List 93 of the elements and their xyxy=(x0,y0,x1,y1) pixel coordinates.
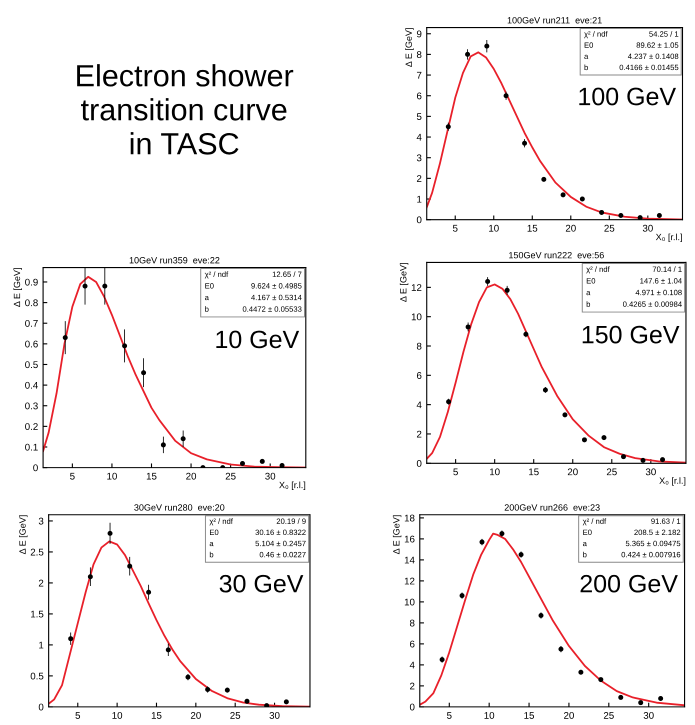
y-tick-label: 4 xyxy=(416,401,422,408)
x-tick-label: 20 xyxy=(190,712,201,719)
y-tick-label: 2.5 xyxy=(30,548,44,556)
y-tick-label: 2 xyxy=(38,580,44,586)
y-tick-label: 10 xyxy=(404,598,415,606)
y-axis-title: Δ E [GeV] xyxy=(392,515,402,554)
x-tick-label: 5 xyxy=(446,712,452,719)
y-tick-label: 9 xyxy=(416,30,422,38)
y-tick-label: 0 xyxy=(410,704,415,710)
chart-title: 30GeV run280 eve:20 xyxy=(134,504,224,511)
y-tick-label: 0.8 xyxy=(25,299,38,306)
x-tick-label: 10 xyxy=(490,468,500,476)
x-tick-label: 25 xyxy=(226,472,236,480)
x-tick-label: 15 xyxy=(152,712,162,719)
x-tick-label: 20 xyxy=(568,468,578,476)
x-tick-label: 10 xyxy=(484,712,494,719)
y-tick-label: 0 xyxy=(416,216,422,224)
x-tick-label: 25 xyxy=(606,468,617,476)
x-tick-label: 5 xyxy=(453,468,458,476)
x-tick-label: 5 xyxy=(75,712,80,719)
y-tick-label: 8 xyxy=(416,51,422,58)
y-tick-label: 0.4 xyxy=(25,382,38,389)
y-tick-label: 7 xyxy=(416,72,422,79)
y-tick-label: 16 xyxy=(404,536,414,543)
y-tick-label: 12 xyxy=(404,578,414,584)
text: Electron shower transition curve in TASC xyxy=(77,64,294,155)
x-axis-title: X₀ [r.l.] xyxy=(659,477,686,486)
chart-title: 200GeV run266 eve:23 xyxy=(504,504,600,511)
chart-title: 150GeV run222 eve:56 xyxy=(509,252,604,258)
x-tick-label: 20 xyxy=(566,224,576,232)
y-tick-label: 3 xyxy=(416,154,422,162)
y-axis-title: Δ E [GeV] xyxy=(400,263,408,302)
x-axis-title: X₀ [r.l.] xyxy=(279,482,306,490)
y-tick-label: 0.5 xyxy=(30,672,44,680)
annotation: 100 GeV xyxy=(579,88,676,106)
x-tick-label: 30 xyxy=(270,712,280,719)
y-tick-label: 4 xyxy=(416,134,422,141)
y-tick-label: 0.7 xyxy=(25,320,38,327)
y-tick-label: 5 xyxy=(416,113,422,120)
y-tick-label: 2 xyxy=(410,682,414,690)
chart-title: 10GeV run359 eve:22 xyxy=(130,257,220,264)
y-tick-label: 2 xyxy=(416,175,422,182)
y-tick-label: 0.1 xyxy=(25,444,38,451)
x-tick-label: 15 xyxy=(146,472,156,480)
x-tick-label: 10 xyxy=(112,712,122,719)
y-tick-label: 6 xyxy=(416,372,422,379)
x-tick-label: 30 xyxy=(265,472,276,480)
y-tick-label: 18 xyxy=(404,514,414,522)
x-tick-label: 20 xyxy=(186,472,196,480)
y-axis-title: Δ E [GeV] xyxy=(405,28,414,67)
y-tick-label: 1.5 xyxy=(31,610,44,618)
x-tick-label: 25 xyxy=(230,712,240,719)
x-tick-label: 30 xyxy=(644,712,654,719)
x-tick-label: 5 xyxy=(452,224,458,232)
annotation: 150 GeV xyxy=(582,326,680,344)
y-tick-label: 0.2 xyxy=(25,423,38,430)
x-tick-label: 25 xyxy=(604,224,614,232)
y-tick-label: 6 xyxy=(410,640,414,648)
annotation: 200 GeV xyxy=(580,574,678,593)
y-tick-label: 4 xyxy=(410,662,415,668)
x-tick-label: 30 xyxy=(646,468,656,476)
y-axis-title: Δ E [GeV] xyxy=(19,515,28,554)
y-tick-label: 0.6 xyxy=(25,340,38,348)
y-tick-label: 3 xyxy=(38,518,44,525)
y-tick-label: 0.3 xyxy=(25,402,38,410)
y-axis-title: Δ E [GeV] xyxy=(14,268,22,307)
y-tick-label: 1 xyxy=(39,642,44,648)
x-tick-label: 15 xyxy=(528,224,538,232)
chart-title: 100GeV run211 eve:21 xyxy=(508,17,602,24)
y-tick-label: 10 xyxy=(412,313,422,320)
y-tick-label: 12 xyxy=(412,284,422,291)
y-tick-label: 0.9 xyxy=(25,278,38,286)
annotation: 30 GeV xyxy=(220,574,304,593)
y-tick-label: 2 xyxy=(416,430,422,438)
x-tick-label: 30 xyxy=(642,224,653,232)
y-tick-label: 1 xyxy=(417,196,422,203)
y-tick-label: 0 xyxy=(33,464,38,472)
x-tick-label: 25 xyxy=(604,712,614,719)
x-tick-label: 5 xyxy=(70,472,75,480)
x-tick-label: 10 xyxy=(107,472,117,480)
x-tick-label: 20 xyxy=(564,712,574,719)
y-tick-label: 6 xyxy=(416,92,422,100)
y-tick-label: 0.5 xyxy=(25,361,38,368)
x-tick-label: 10 xyxy=(489,224,499,232)
y-tick-label: 0 xyxy=(38,704,44,710)
x-tick-label: 15 xyxy=(529,468,539,476)
annotation: 10 GeV xyxy=(216,330,300,348)
x-axis-title: X₀ [r.l.] xyxy=(656,234,682,242)
y-tick-label: 0 xyxy=(416,460,422,467)
x-tick-label: 15 xyxy=(524,712,534,719)
y-tick-label: 14 xyxy=(404,556,415,564)
y-tick-label: 8 xyxy=(410,620,414,627)
y-tick-label: 8 xyxy=(416,342,422,350)
